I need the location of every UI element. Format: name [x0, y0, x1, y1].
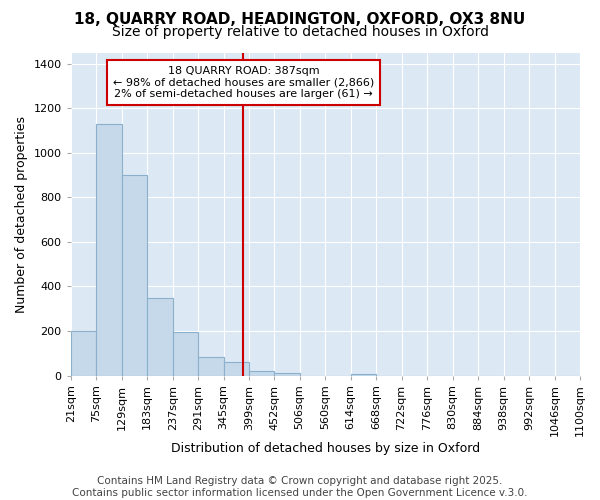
Text: Contains HM Land Registry data © Crown copyright and database right 2025.
Contai: Contains HM Land Registry data © Crown c…: [72, 476, 528, 498]
Bar: [198, 356, 224, 376]
Bar: [147, 298, 173, 376]
Text: Size of property relative to detached houses in Oxford: Size of property relative to detached ho…: [112, 25, 488, 39]
X-axis label: Distribution of detached houses by size in Oxford: Distribution of detached houses by size …: [171, 442, 480, 455]
Bar: [122, 175, 147, 376]
Text: 18 QUARRY ROAD: 387sqm
← 98% of detached houses are smaller (2,866)
2% of semi-d: 18 QUARRY ROAD: 387sqm ← 98% of detached…: [113, 66, 374, 99]
Text: 18, QUARRY ROAD, HEADINGTON, OXFORD, OX3 8NU: 18, QUARRY ROAD, HEADINGTON, OXFORD, OX3…: [74, 12, 526, 28]
Bar: [96, 124, 122, 376]
Y-axis label: Number of detached properties: Number of detached properties: [15, 116, 28, 312]
Bar: [224, 362, 249, 376]
Bar: [71, 331, 96, 376]
Bar: [274, 374, 299, 376]
Bar: [173, 332, 198, 376]
Bar: [249, 371, 274, 376]
Bar: [350, 374, 376, 376]
